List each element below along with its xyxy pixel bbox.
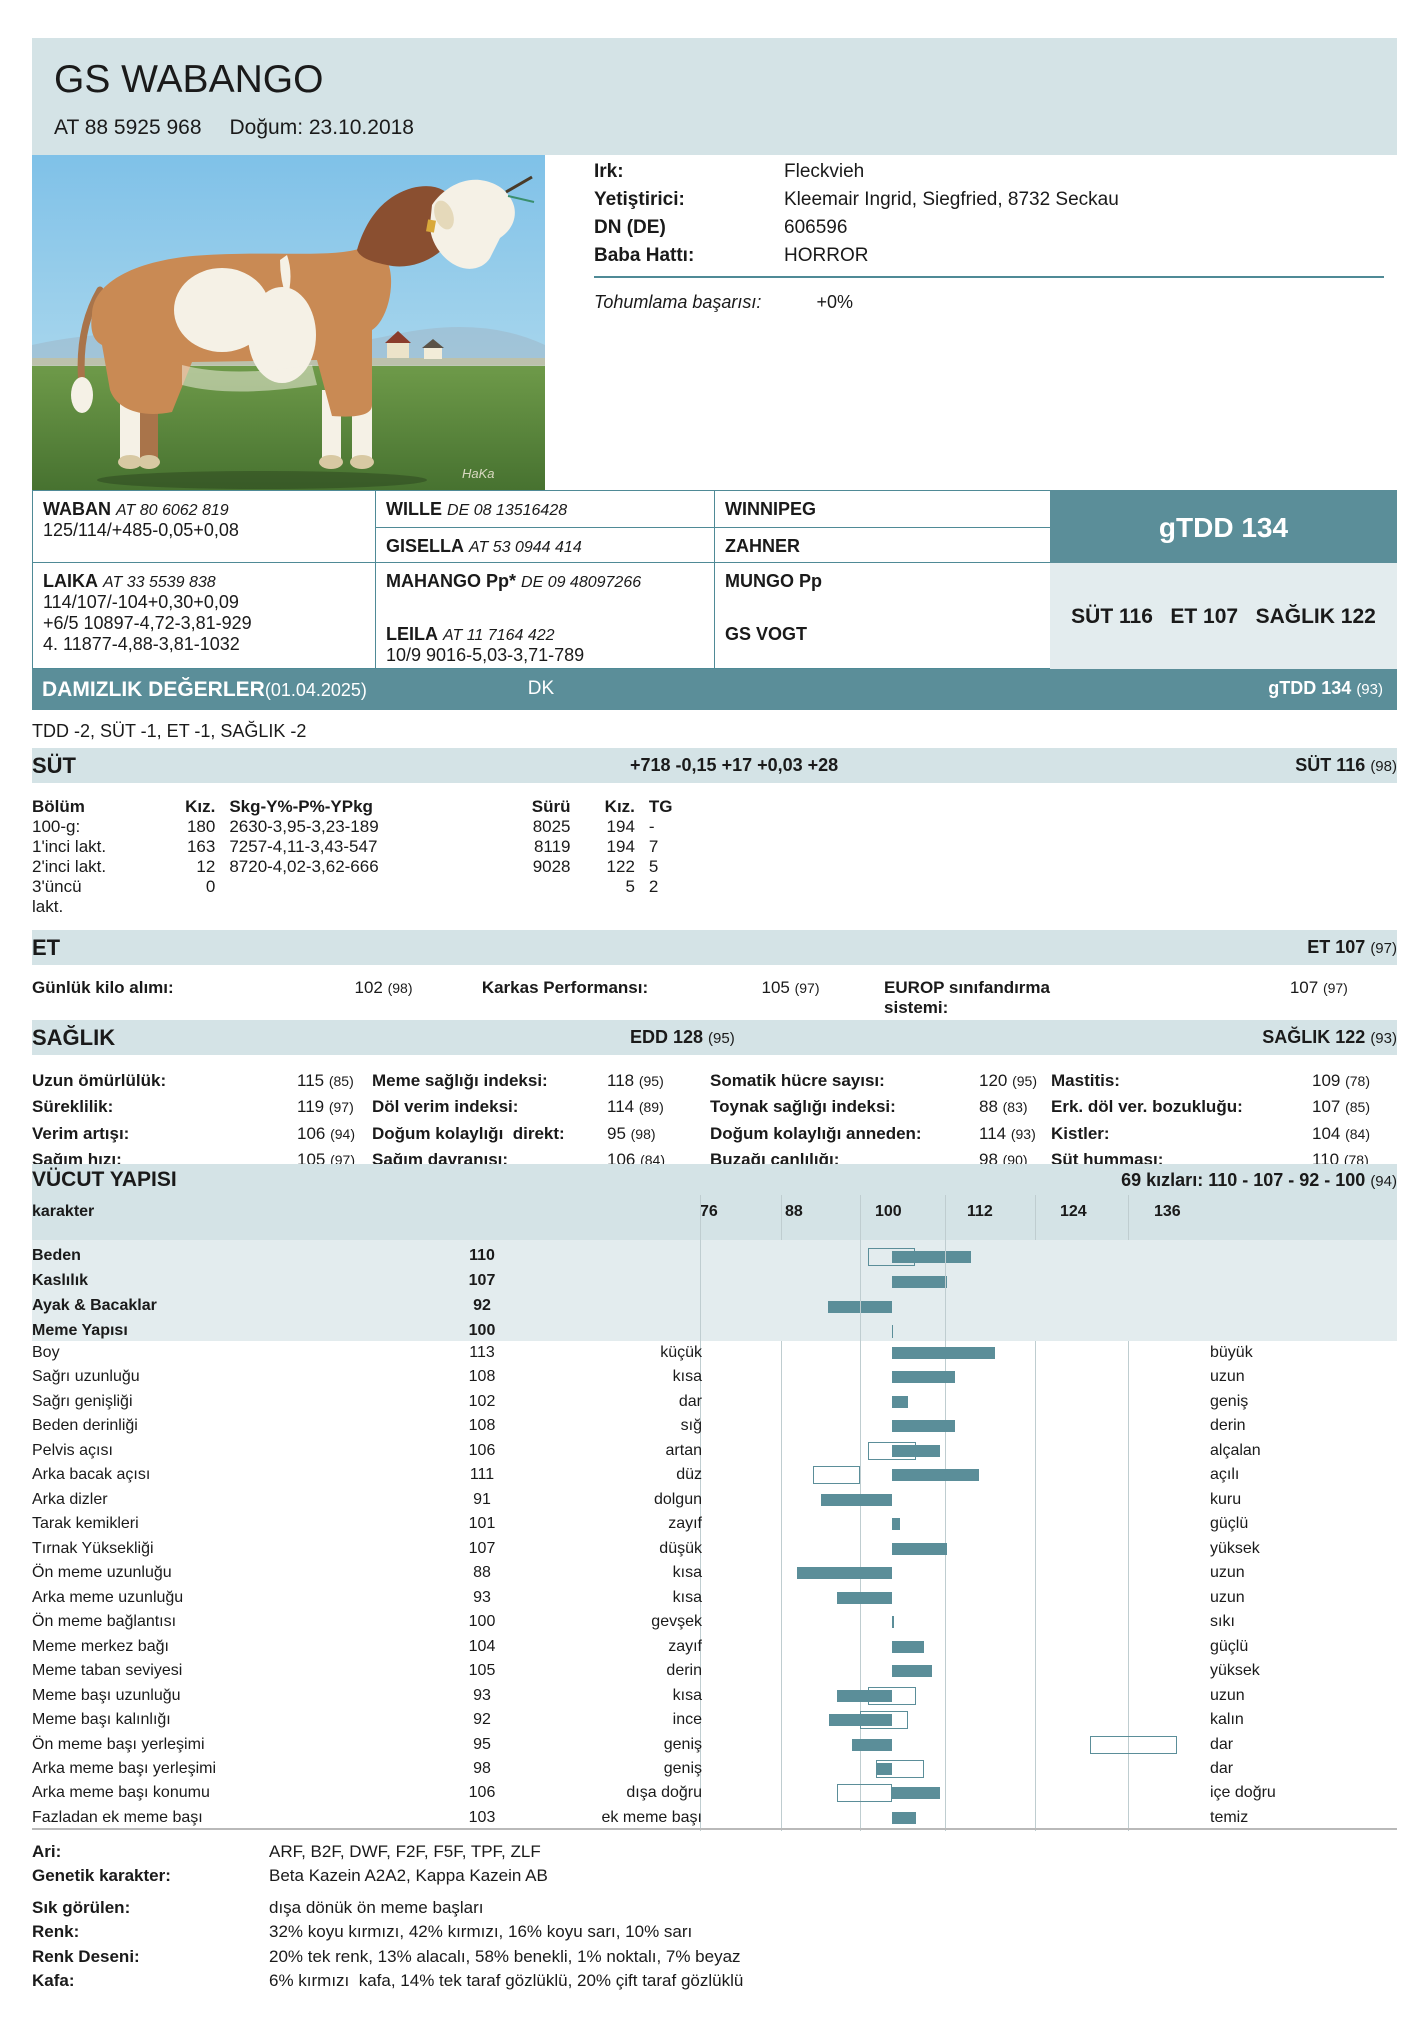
svg-text:HaKa: HaKa — [462, 466, 495, 481]
